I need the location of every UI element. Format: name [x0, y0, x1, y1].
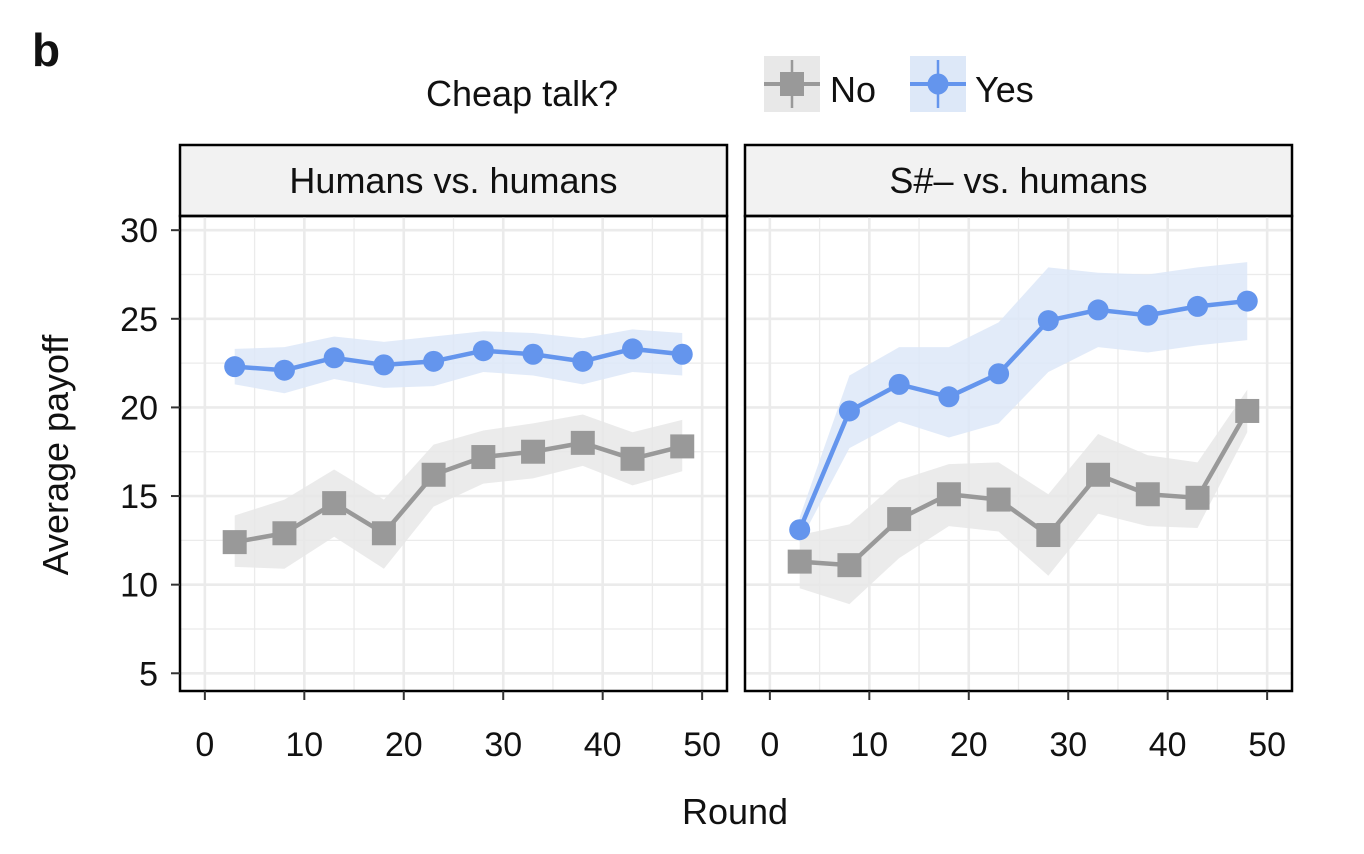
x-tick-label: 20 — [950, 726, 988, 764]
panel-label: b — [32, 24, 60, 76]
data-point-yes — [522, 343, 544, 365]
data-point-no — [620, 446, 645, 471]
data-point-no — [1135, 482, 1160, 507]
data-point-no — [1086, 462, 1111, 487]
data-point-yes — [323, 347, 345, 369]
series-line-yes — [797, 298, 1248, 531]
data-point-yes — [1087, 299, 1109, 321]
ci-band-no — [799, 389, 1248, 605]
legend-item-no: No — [764, 56, 876, 112]
panel-border — [743, 214, 1294, 693]
data-point-no — [986, 487, 1011, 512]
data-point-yes — [273, 359, 295, 381]
data-point-yes — [622, 338, 644, 360]
legend-label-yes: Yes — [975, 69, 1034, 110]
y-tick-label: 15 — [120, 478, 158, 516]
data-point-no — [936, 482, 961, 507]
series-line-no — [799, 409, 1250, 568]
legend-items: No Yes — [764, 56, 1034, 112]
data-point-yes — [224, 356, 246, 378]
data-point-no — [1235, 398, 1260, 423]
panel-strip — [178, 143, 729, 218]
ci-band-yes — [799, 262, 1248, 543]
panel-border — [178, 214, 729, 693]
data-point-no — [1185, 485, 1210, 510]
y-tick-label: 30 — [120, 212, 158, 250]
data-point-no — [837, 553, 862, 578]
data-point-yes — [789, 519, 811, 541]
data-point-no — [1036, 523, 1061, 548]
data-point-no — [272, 521, 297, 546]
panel-1: Humans vs. humans 0 10 20 30 40 50 5 10 15 20 25 30 — [120, 143, 729, 764]
x-tick-label: 0 — [195, 726, 214, 764]
data-point-no — [887, 507, 912, 532]
data-point-no — [421, 462, 446, 487]
data-point-yes — [671, 343, 693, 365]
x-tick-label: 40 — [1149, 726, 1187, 764]
data-point-yes — [1037, 310, 1059, 332]
legend-item-yes: Yes — [910, 56, 1034, 112]
x-tick-label: 20 — [385, 726, 423, 764]
x-tick-label: 10 — [285, 726, 323, 764]
data-point-no — [521, 439, 546, 464]
series-line-yes — [234, 346, 683, 373]
x-tick-label: 0 — [760, 726, 779, 764]
series-line-no — [234, 440, 683, 545]
data-point-yes — [888, 373, 910, 395]
panel-strip — [743, 143, 1294, 218]
data-point-no — [371, 521, 396, 546]
legend-label-no: No — [830, 69, 876, 110]
data-point-yes — [373, 354, 395, 376]
x-tick-label: 50 — [683, 726, 721, 764]
x-tick-label: 50 — [1248, 726, 1286, 764]
x-tick-label: 30 — [1049, 726, 1087, 764]
ci-band-yes — [234, 329, 683, 394]
data-point-no — [670, 434, 695, 459]
data-point-no — [222, 530, 247, 555]
y-tick-label: 5 — [139, 655, 158, 693]
y-tick-label: 20 — [120, 389, 158, 427]
data-point-yes — [938, 386, 960, 408]
data-point-yes — [838, 400, 860, 422]
y-axis-label: Average payoff — [35, 334, 76, 576]
data-point-yes — [1187, 295, 1209, 317]
legend-key-marker — [927, 73, 949, 95]
data-point-yes — [472, 340, 494, 362]
data-point-yes — [572, 350, 594, 372]
y-tick-label: 10 — [120, 567, 158, 605]
x-tick-label: 40 — [584, 726, 622, 764]
panel-2: S#– vs. humans 0 10 20 30 40 50 — [743, 143, 1294, 764]
panel-title: S#– vs. humans — [889, 160, 1147, 201]
data-point-no — [471, 445, 496, 470]
legend-key-marker — [780, 72, 804, 96]
data-point-yes — [423, 350, 445, 372]
legend-title: Cheap talk? — [426, 73, 618, 114]
data-point-yes — [988, 363, 1010, 385]
panel-title: Humans vs. humans — [289, 160, 617, 201]
x-tick-label: 30 — [484, 726, 522, 764]
ci-band-no — [234, 414, 683, 569]
x-axis-label: Round — [682, 791, 788, 832]
data-point-no — [787, 549, 812, 574]
data-point-yes — [1236, 290, 1258, 312]
legend: Cheap talk? No Yes — [426, 56, 1034, 114]
data-point-no — [570, 430, 595, 455]
y-tick-label: 25 — [120, 301, 158, 339]
data-point-yes — [1137, 304, 1159, 326]
x-tick-label: 10 — [850, 726, 888, 764]
data-point-no — [322, 491, 347, 516]
